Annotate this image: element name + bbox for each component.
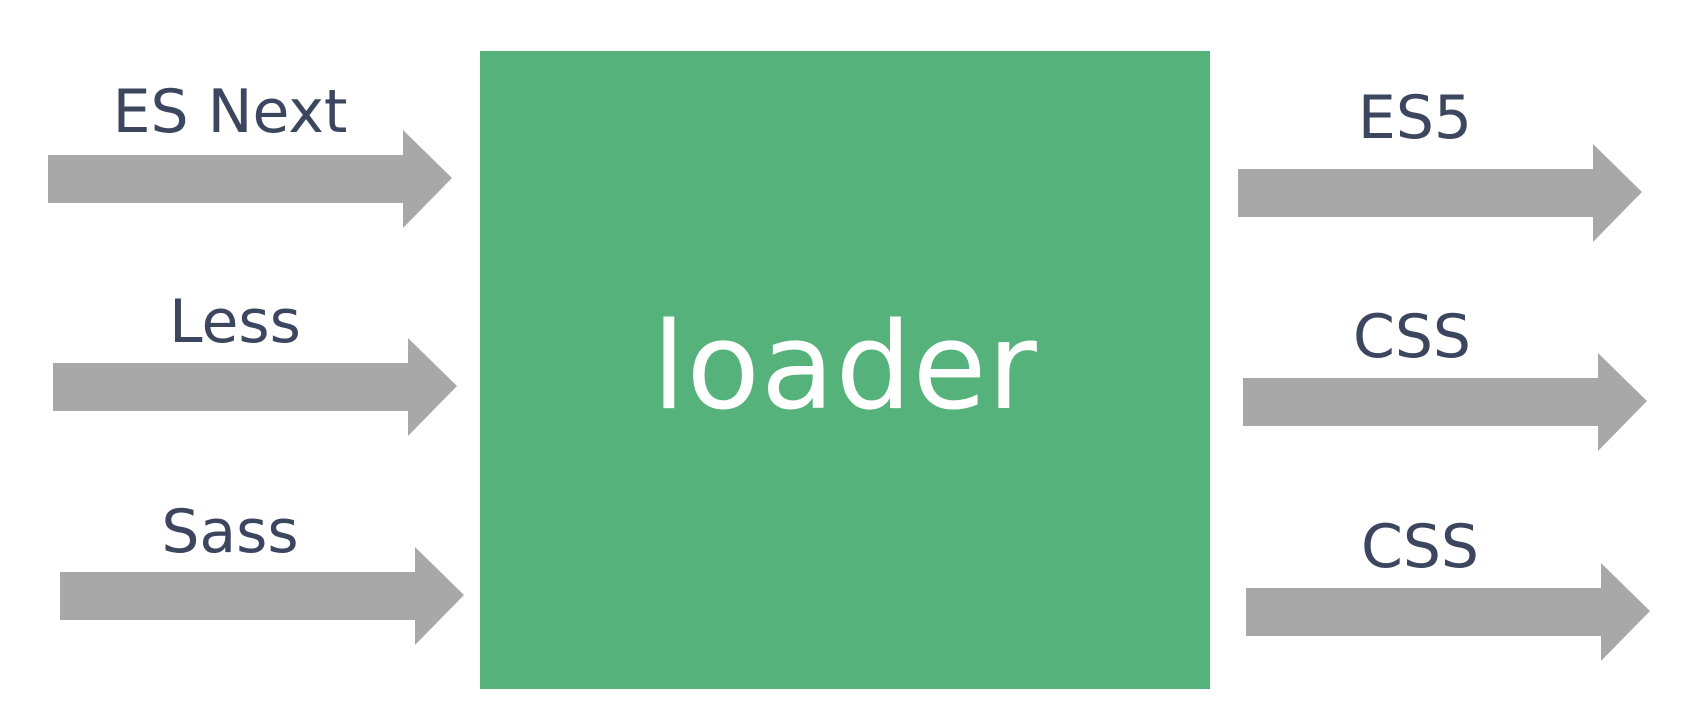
input-arrow-sass: [60, 547, 464, 645]
output-arrow-css-2: [1246, 563, 1650, 661]
loader-label: loader: [652, 298, 1038, 437]
input-arrow-less: [53, 338, 457, 436]
output-arrow-css-1: [1243, 353, 1647, 451]
input-label-es-next: ES Next: [112, 77, 348, 147]
output-label-es5: ES5: [1357, 83, 1473, 153]
input-label-sass: Sass: [161, 497, 299, 567]
output-label-css-1: CSS: [1352, 302, 1472, 372]
input-label-less: Less: [169, 287, 301, 357]
loader-box: loader: [480, 51, 1210, 689]
output-label-css-2: CSS: [1360, 512, 1480, 582]
input-arrow-es-next: [48, 130, 452, 228]
output-arrow-es5: [1238, 144, 1642, 242]
